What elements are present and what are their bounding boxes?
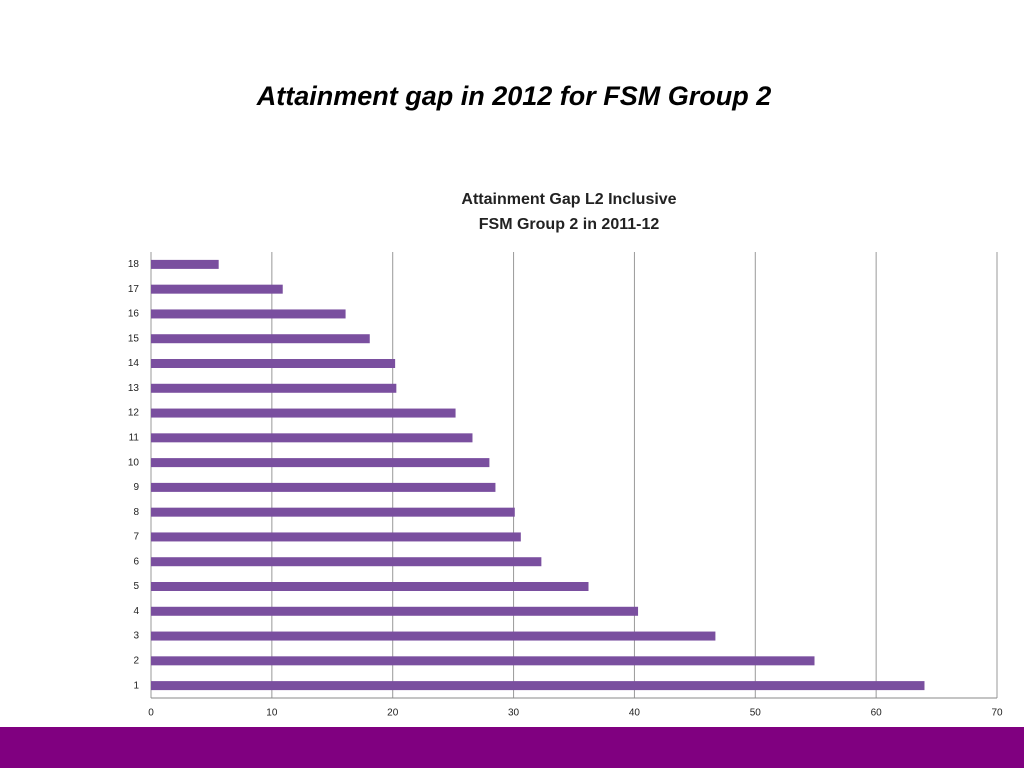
y-tick-label: 17 <box>128 284 140 295</box>
y-tick-label: 13 <box>128 383 140 394</box>
x-tick-label: 50 <box>750 708 762 719</box>
y-tick-label: 18 <box>128 259 140 270</box>
bar <box>151 656 815 666</box>
y-tick-label: 10 <box>128 457 140 468</box>
y-tick-label: 8 <box>133 507 139 518</box>
bar <box>151 309 346 319</box>
bar <box>151 458 490 468</box>
chart-title: FSM Group 2 in 2011-12 <box>479 216 660 233</box>
y-tick-label: 12 <box>128 408 140 419</box>
bar <box>151 383 397 393</box>
bar <box>151 408 456 418</box>
y-tick-label: 2 <box>133 655 139 666</box>
x-tick-label: 70 <box>991 708 1003 719</box>
y-tick-label: 16 <box>128 309 140 320</box>
x-tick-label: 40 <box>629 708 641 719</box>
bar <box>151 359 396 368</box>
x-tick-label: 0 <box>148 708 154 719</box>
y-tick-label: 9 <box>133 482 139 493</box>
bar <box>151 532 521 542</box>
y-tick-label: 7 <box>133 532 139 543</box>
y-tick-label: 3 <box>133 631 139 642</box>
bar <box>151 507 515 517</box>
x-tick-label: 20 <box>387 708 399 719</box>
bar <box>151 582 589 591</box>
x-tick-label: 60 <box>871 708 883 719</box>
y-tick-label: 5 <box>133 581 139 592</box>
x-tick-label: 10 <box>266 708 278 719</box>
y-tick-label: 14 <box>128 358 140 369</box>
y-tick-label: 6 <box>133 556 139 567</box>
bar <box>151 681 925 691</box>
bar <box>151 334 370 344</box>
x-tick-label: 30 <box>508 708 520 719</box>
bar <box>151 259 219 269</box>
footer-band <box>0 727 1024 768</box>
y-tick-label: 1 <box>133 680 139 691</box>
bar <box>151 606 639 616</box>
bar <box>151 433 473 443</box>
y-tick-label: 4 <box>133 606 139 617</box>
bar <box>151 284 283 294</box>
bar <box>151 482 496 492</box>
bar <box>151 557 542 567</box>
y-tick-label: 11 <box>129 432 140 443</box>
bar <box>151 631 716 641</box>
chart-title: Attainment Gap L2 Inclusive <box>461 191 676 208</box>
slide-title: Attainment gap in 2012 for FSM Group 2 <box>256 81 772 111</box>
y-tick-label: 15 <box>128 333 140 344</box>
